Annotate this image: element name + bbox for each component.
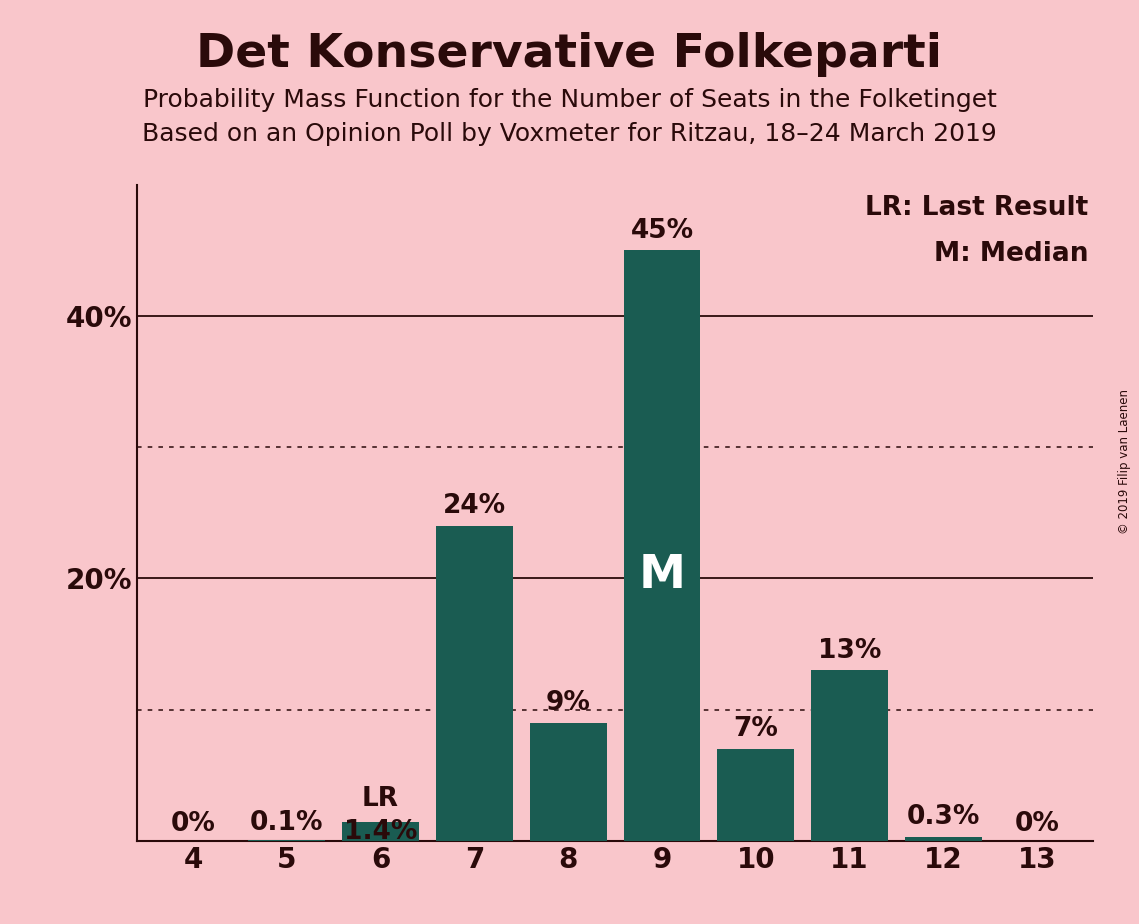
Text: 9%: 9% (546, 690, 591, 716)
Bar (623, 250, 700, 841)
Bar (530, 723, 607, 841)
Bar (342, 822, 419, 841)
Bar (811, 670, 888, 841)
Text: 24%: 24% (443, 493, 506, 519)
Text: © 2019 Filip van Laenen: © 2019 Filip van Laenen (1118, 390, 1131, 534)
Text: 45%: 45% (630, 218, 694, 244)
Bar (718, 749, 794, 841)
Text: 7%: 7% (734, 716, 778, 743)
Text: M: M (639, 553, 686, 598)
Text: 0%: 0% (1015, 811, 1059, 837)
Text: 0.3%: 0.3% (907, 805, 980, 831)
Text: 0.1%: 0.1% (249, 809, 323, 835)
Text: LR: Last Result: LR: Last Result (866, 195, 1089, 221)
Bar (248, 840, 326, 841)
Text: 0%: 0% (171, 811, 215, 837)
Text: M: Median: M: Median (934, 240, 1089, 266)
Text: Probability Mass Function for the Number of Seats in the Folketinget: Probability Mass Function for the Number… (142, 88, 997, 112)
Text: 13%: 13% (818, 638, 882, 663)
Text: Based on an Opinion Poll by Voxmeter for Ritzau, 18–24 March 2019: Based on an Opinion Poll by Voxmeter for… (142, 122, 997, 146)
Text: LR: LR (362, 786, 399, 812)
Bar (436, 526, 513, 841)
Text: Det Konservative Folkeparti: Det Konservative Folkeparti (197, 32, 942, 78)
Text: 1.4%: 1.4% (344, 819, 417, 845)
Bar (904, 837, 982, 841)
